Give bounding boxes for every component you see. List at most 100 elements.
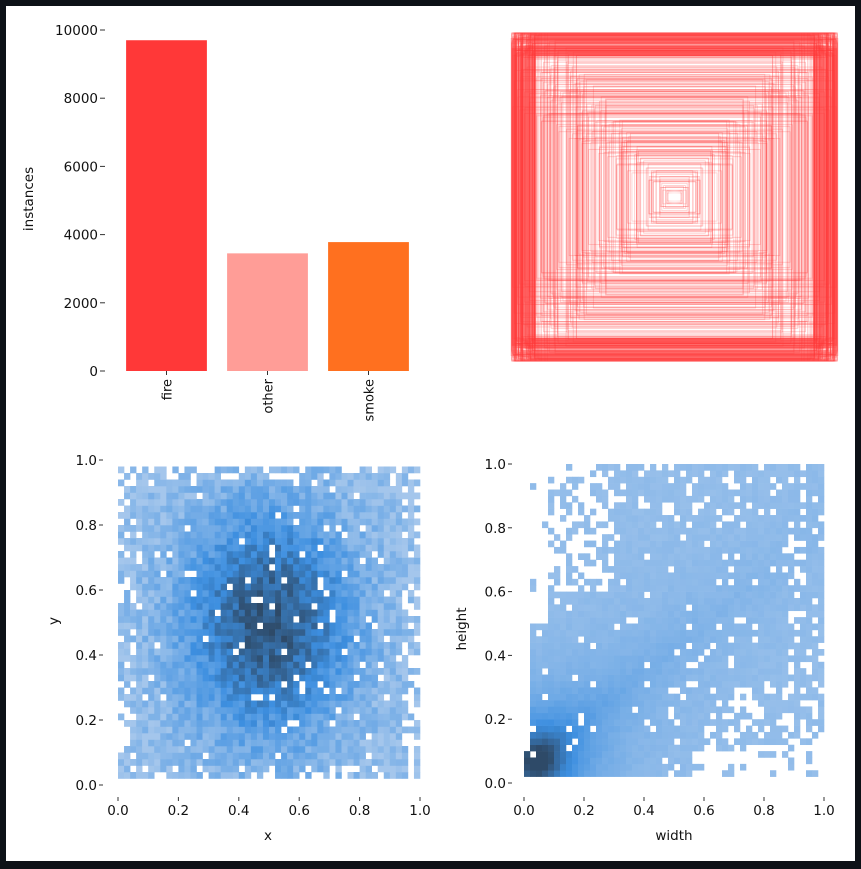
hist-cell [401,765,409,773]
hist-cell [275,577,282,584]
bounding-box [534,52,815,342]
hist-cell [770,668,777,675]
bounding-box [651,171,698,223]
hist-cell [281,596,288,604]
hist-cell [794,731,801,739]
hist-cell [680,578,687,586]
hist-cell [269,596,276,604]
hist-cell [548,502,555,509]
hist-cell [244,590,252,597]
hist-cell [172,674,179,682]
bounding-box [588,111,761,283]
hist-cell [806,629,813,637]
hist-cell [389,538,397,545]
hist-cell [620,527,627,535]
hist-cell [256,674,264,682]
bounding-box [516,50,833,344]
hist-cell [142,700,149,708]
hist-cell [347,538,354,545]
hist-cell [250,577,258,584]
hist-cell [770,604,777,612]
hist-cell [752,617,759,624]
hist-cell [794,668,801,675]
hist-cell [130,635,137,643]
hist-cell [238,557,246,565]
hist-cell [305,739,312,747]
hist-cell [214,642,221,649]
hist-cell [818,693,825,701]
hist-cell [160,505,167,513]
hist-cell [584,636,591,643]
hist-cell [716,706,723,714]
hist-cell [704,489,711,497]
hist-cell [776,527,783,535]
hist-cell [722,508,729,516]
hist-cell [800,566,807,573]
hist-cell [806,566,813,573]
hist-cell [232,622,240,630]
hist-cell [371,720,379,727]
hist-cell [329,707,336,714]
hist-cell [572,597,579,605]
hist-cell [782,738,789,746]
hist-cell [365,564,372,571]
hist-cell [407,557,415,565]
hist-cell [638,553,645,560]
hist-cell [383,746,391,753]
hist-cell [208,681,215,688]
y-tick-label: 1.0 [485,457,506,473]
hist-cell [626,508,633,516]
hist-cell [626,687,633,694]
hist-cell [293,499,300,506]
hist-cell [566,649,573,656]
hist-cell [740,629,747,637]
hist-cell [184,720,191,727]
hist-cell [281,772,288,779]
hist-cell [752,546,759,554]
bounding-box [540,78,809,316]
hist-cell [136,739,143,747]
bounding-box [512,36,837,358]
hist-cell [202,583,209,591]
hist-cell [554,680,561,688]
hist-cell [383,700,391,708]
hist-cell [250,642,258,649]
hist-cell [692,668,699,675]
hist-cell [794,700,801,707]
hist-cell [184,466,191,474]
hist-cell [788,623,795,631]
hist-cell [542,521,549,529]
hist-cell [341,590,348,597]
hist-cell [154,603,161,610]
hist-cell [698,706,705,714]
bounding-box [650,170,699,224]
hist-cell [704,738,711,746]
hist-cell [650,540,657,548]
hist-cell [782,655,789,663]
hist-cell [395,557,403,565]
hist-cell [293,590,300,597]
hist-cell [323,505,330,513]
hist-cell [299,661,306,669]
hist-cell [293,512,300,519]
hist-cell [638,706,645,714]
hist-cell [770,572,777,580]
hist-cell [202,681,209,688]
hist-cell [626,470,633,478]
hist-cell [608,483,615,490]
hist-cell [118,551,125,558]
hist-cell [638,617,645,624]
hist-cell [389,772,397,779]
hist-cell [560,649,567,656]
bounding-box [569,91,780,303]
hist-cell [371,479,379,487]
hist-cell [560,591,567,599]
hist-cell [686,757,693,765]
hist-cell [554,731,561,739]
hist-cell [590,540,597,548]
hist-cell [644,700,651,707]
hist-cell [389,512,397,519]
hist-cell [740,546,747,554]
hist-cell [578,604,585,612]
hist-cell [716,668,723,675]
